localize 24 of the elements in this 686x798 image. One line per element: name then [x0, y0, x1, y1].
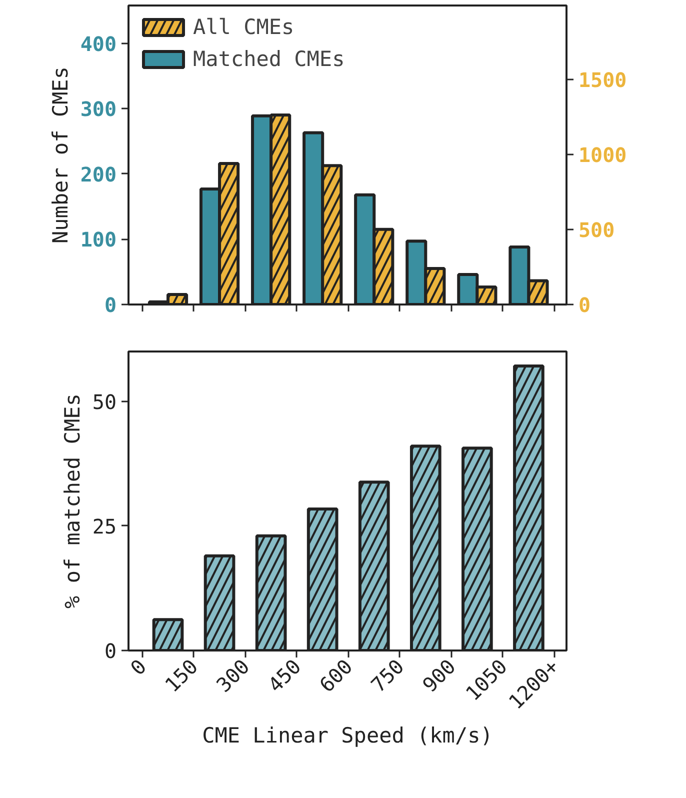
- y-tick-label: 0: [104, 293, 117, 317]
- y2-tick-label: 0: [578, 293, 591, 317]
- x-tick-label: 150: [160, 654, 203, 697]
- y2-tick-label: 1500: [578, 68, 627, 92]
- x-tick-label: 750: [366, 654, 409, 697]
- y2-tick-label: 500: [578, 218, 615, 242]
- x-axis-title: CME Linear Speed (km/s): [202, 724, 493, 748]
- y-tick-label: 300: [80, 97, 116, 122]
- y-tick-label: 400: [80, 32, 116, 56]
- y-tick-label: 0: [104, 639, 117, 663]
- y-tick-label: 25: [92, 514, 117, 538]
- y-tick-label: 200: [80, 162, 116, 186]
- y-axis-title: Number of CMEs: [48, 66, 72, 244]
- y-axis-title: % of matched CMEs: [60, 394, 84, 608]
- legend-label: Matched CMEs: [193, 47, 345, 71]
- y2-tick-label: 1000: [578, 142, 627, 167]
- y-tick-label: 50: [92, 390, 117, 414]
- x-tick-label: 600: [314, 654, 358, 697]
- x-tick-label: 0: [126, 654, 152, 680]
- x-tick-label: 900: [418, 654, 460, 697]
- x-tick-label: 300: [212, 654, 254, 697]
- y-tick-label: 100: [80, 228, 116, 252]
- x-tick-label: 450: [263, 654, 306, 697]
- legend-label: All CMEs: [193, 15, 294, 39]
